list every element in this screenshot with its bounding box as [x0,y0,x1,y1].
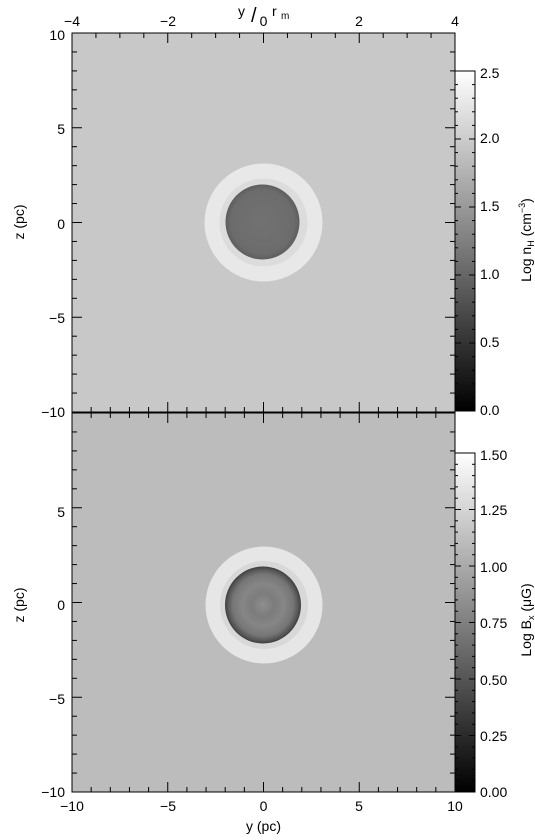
colorbar-tick-label: 0.50 [480,672,507,688]
colorbar-tick-label: 0.00 [480,784,507,800]
panel-field-ticks [71,412,456,793]
top-tick-label: −4 [64,13,80,29]
panel-density-ticks [71,32,456,413]
ytick-label: −10 [41,784,65,800]
panel-density-core [225,184,300,260]
top-axis: −4 −2 0 2 4 y / r m [64,3,459,29]
colorbar-tick-label: 0.5 [480,334,500,350]
ytick-label: 0 [57,597,65,613]
xtick-label: 5 [355,798,363,814]
colorbar-tick-label: 0.75 [480,615,507,631]
colorbar-density-tick-labels: 0.0 0.5 1.0 1.5 2.0 2.5 [480,65,500,418]
svg-text:y: y [238,3,245,19]
svg-text:/: / [251,5,257,27]
ytick-label: 5 [57,504,65,520]
panel-field-xtick-labels: −10 −5 0 5 10 [60,798,463,814]
panel-density-ytick-labels: 10 5 0 −5 −10 [41,27,65,420]
panel-field-ylabel: z (pc) [11,588,27,623]
panel-field-ytick-labels: 5 0 −5 −10 [41,504,65,800]
colorbar-field-ticks [455,452,475,793]
ytick-label: 0 [57,216,65,232]
ytick-label: 10 [49,27,65,43]
ytick-label: −5 [49,310,65,326]
xtick-label: 10 [447,798,463,814]
top-tick-label: 0 [260,13,268,29]
panel-field [71,412,456,793]
colorbar-density: 0.0 0.5 1.0 1.5 2.0 2.5 Log nH (cm−3) [454,65,535,418]
svg-text:m: m [281,11,289,22]
colorbar-field: 0.00 0.25 0.50 0.75 1.00 1.25 1.50 Log B… [454,447,535,800]
top-tick-label: 4 [451,13,459,29]
colorbar-tick-label: 1.25 [480,502,507,518]
colorbar-tick-label: 0.25 [480,728,507,744]
colorbar-density-ticks [455,70,475,412]
colorbar-field-tick-labels: 0.00 0.25 0.50 0.75 1.00 1.25 1.50 [480,447,507,800]
colorbar-tick-label: 1.00 [480,559,507,575]
xtick-label: −5 [160,798,176,814]
colorbar-field-label: Log Bx (μG) [518,583,535,656]
top-tick-label: 2 [355,13,363,29]
colorbar-tick-label: 1.5 [480,198,500,214]
colorbar-tick-label: 2.0 [480,130,500,146]
top-axis-label: y / r m [238,3,289,27]
panel-density-ylabel: z (pc) [11,205,27,240]
panel-field-core [225,566,301,644]
colorbar-density-label: Log nH (cm−3) [517,198,535,282]
ytick-label: −10 [41,404,65,420]
colorbar-tick-label: 1.0 [480,266,500,282]
panel-density [71,32,456,413]
colorbar-tick-label: 1.50 [480,447,507,463]
ytick-label: −5 [49,691,65,707]
colorbar-tick-label: 2.5 [480,65,500,81]
top-tick-label: −2 [160,13,176,29]
colorbar-tick-label: 0.0 [480,402,500,418]
svg-text:r: r [272,3,277,19]
colorbar-density-gradient [454,70,476,412]
panel-field-xlabel: y (pc) [246,818,281,834]
xtick-label: −10 [60,798,84,814]
ytick-label: 5 [57,121,65,137]
xtick-label: 0 [260,798,268,814]
